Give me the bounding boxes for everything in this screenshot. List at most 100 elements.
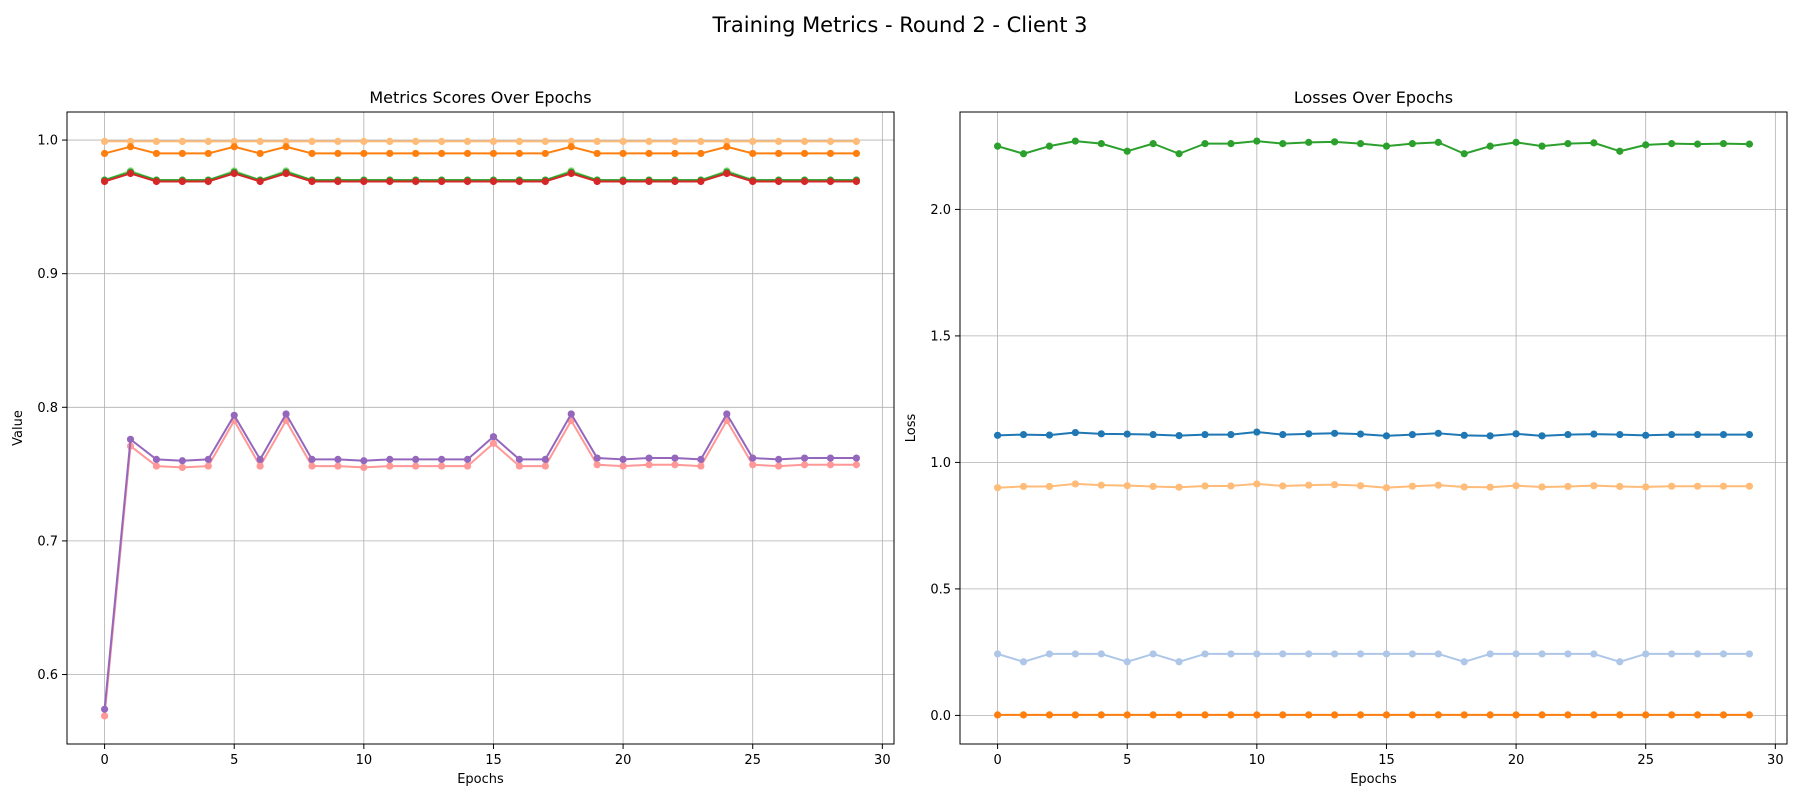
data-point (1253, 480, 1261, 488)
data-point (1201, 650, 1209, 658)
x-tick-label: 30 (1767, 753, 1784, 768)
figure-title: Training Metrics - Round 2 - Client 3 (712, 13, 1088, 37)
data-point (204, 149, 212, 158)
data-point (515, 137, 523, 145)
data-point (230, 169, 238, 178)
data-point (1305, 430, 1313, 438)
plot-frame (66, 111, 895, 745)
data-point (1512, 482, 1520, 490)
data-point (386, 462, 394, 470)
data-point (256, 149, 264, 158)
data-point (1123, 482, 1131, 490)
series-6 (100, 410, 861, 713)
data-point (1279, 140, 1287, 148)
data-point (1538, 432, 1546, 440)
data-point (1564, 482, 1572, 491)
data-point (1071, 137, 1079, 145)
data-point (697, 137, 705, 145)
data-point (1305, 711, 1313, 719)
data-point (1668, 482, 1676, 490)
data-point (800, 149, 809, 158)
data-point (438, 149, 446, 158)
data-point (1123, 711, 1131, 719)
data-point (775, 462, 783, 470)
data-point (567, 410, 575, 418)
data-point (1331, 650, 1339, 658)
data-point (619, 177, 627, 186)
data-point (1045, 482, 1054, 491)
data-point (1616, 658, 1624, 666)
data-point (1071, 480, 1079, 488)
data-point (1719, 650, 1728, 658)
data-point (1668, 650, 1676, 658)
data-point (1434, 711, 1442, 719)
data-point (671, 461, 679, 469)
data-point (567, 169, 575, 178)
data-point (1149, 650, 1157, 658)
data-point (826, 177, 835, 186)
data-point (993, 484, 1002, 492)
data-point (1253, 428, 1261, 436)
data-point (1408, 482, 1416, 490)
data-point (593, 461, 601, 469)
data-point (1097, 430, 1105, 438)
data-point (826, 461, 835, 469)
data-point (671, 149, 679, 158)
data-point (1356, 650, 1365, 658)
data-point (749, 137, 757, 145)
data-point (334, 177, 342, 186)
data-point (282, 143, 290, 151)
data-point (1175, 150, 1183, 158)
data-point (1071, 650, 1079, 658)
data-point (1279, 482, 1287, 490)
data-point (852, 149, 861, 158)
data-point (386, 177, 394, 186)
data-point (178, 149, 186, 158)
data-point (1149, 711, 1157, 719)
data-point (749, 454, 757, 462)
data-point (1719, 711, 1728, 719)
data-point (541, 137, 549, 145)
data-point (386, 149, 394, 158)
data-point (256, 455, 264, 463)
series-3 (993, 650, 1754, 666)
data-point (412, 137, 420, 145)
data-point (438, 455, 446, 463)
data-point (1071, 711, 1079, 719)
data-point (152, 177, 161, 186)
data-point (438, 137, 446, 145)
data-point (178, 177, 186, 186)
data-point (775, 137, 783, 145)
data-point (775, 177, 783, 186)
data-point (204, 137, 212, 145)
data-point (852, 454, 861, 462)
data-point (1616, 482, 1624, 491)
data-point (749, 461, 757, 469)
series-line (103, 412, 857, 710)
data-point (619, 149, 627, 158)
data-point (1305, 650, 1313, 658)
data-point (1745, 650, 1754, 658)
data-point (1045, 431, 1054, 439)
data-point (204, 177, 212, 186)
data-point (1253, 137, 1261, 145)
x-axis-label: Epochs (457, 772, 504, 787)
data-point (1201, 711, 1209, 719)
data-point (1590, 482, 1598, 490)
data-point (697, 455, 705, 463)
data-point (645, 137, 653, 145)
data-point (1175, 658, 1183, 666)
x-tick-label: 5 (1123, 753, 1131, 768)
data-point (463, 149, 472, 158)
data-point (1253, 650, 1261, 658)
data-point (256, 462, 264, 470)
data-point (619, 137, 627, 145)
data-point (749, 149, 757, 158)
data-point (152, 455, 161, 463)
data-point (1382, 650, 1391, 658)
data-point (152, 149, 161, 158)
y-tick-label: 0.0 (930, 709, 951, 724)
data-point (1175, 711, 1183, 719)
data-point (1719, 430, 1728, 439)
